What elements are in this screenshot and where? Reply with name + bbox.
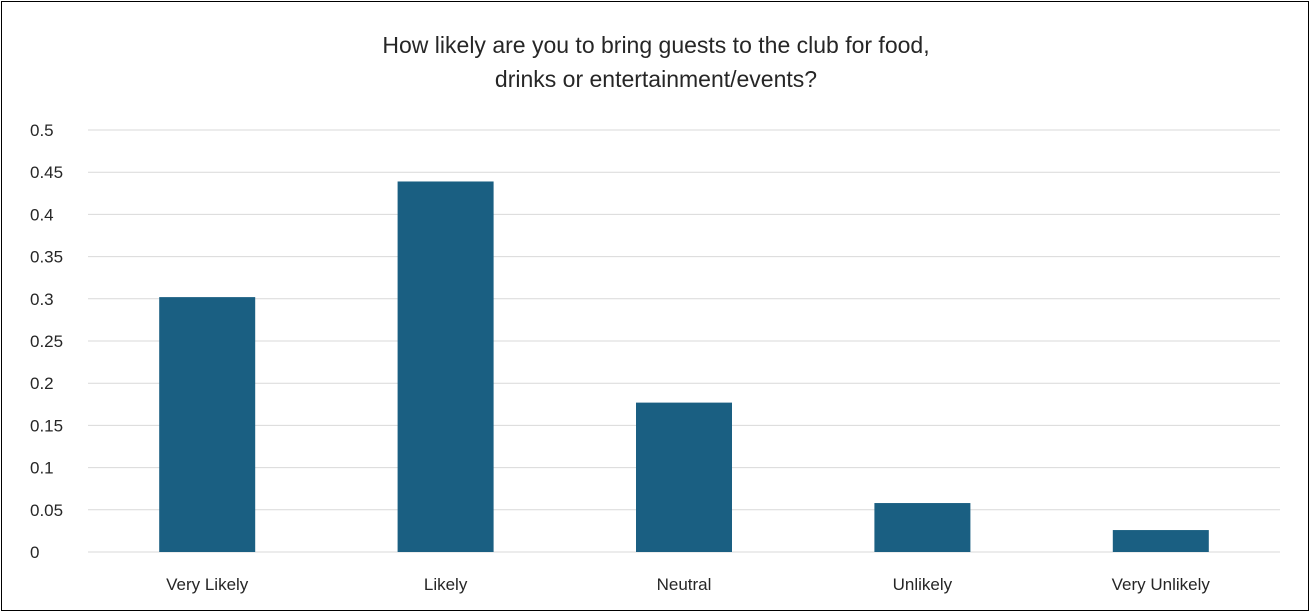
y-tick-label: 0.4 [30, 205, 54, 224]
y-tick-label: 0.3 [30, 290, 54, 309]
x-tick-label: Very Likely [166, 575, 249, 594]
bar [874, 503, 971, 552]
y-tick-label: 0.15 [30, 416, 63, 435]
x-tick-label: Likely [424, 575, 468, 594]
x-tick-label: Very Unlikely [1112, 575, 1211, 594]
y-tick-label: 0 [30, 543, 39, 562]
x-tick-label: Unlikely [893, 575, 953, 594]
bar [159, 297, 256, 552]
y-tick-label: 0.2 [30, 374, 54, 393]
y-tick-label: 0.45 [30, 163, 63, 182]
bar [397, 181, 494, 552]
y-tick-label: 0.35 [30, 248, 63, 267]
bar [1112, 530, 1209, 552]
y-tick-label: 0.05 [30, 501, 63, 520]
y-tick-label: 0.25 [30, 332, 63, 351]
y-tick-label: 0.5 [30, 121, 54, 140]
x-tick-label: Neutral [657, 575, 712, 594]
y-tick-label: 0.1 [30, 459, 54, 478]
chart-title: How likely are you to bring guests to th… [382, 32, 930, 92]
bar [636, 402, 732, 552]
